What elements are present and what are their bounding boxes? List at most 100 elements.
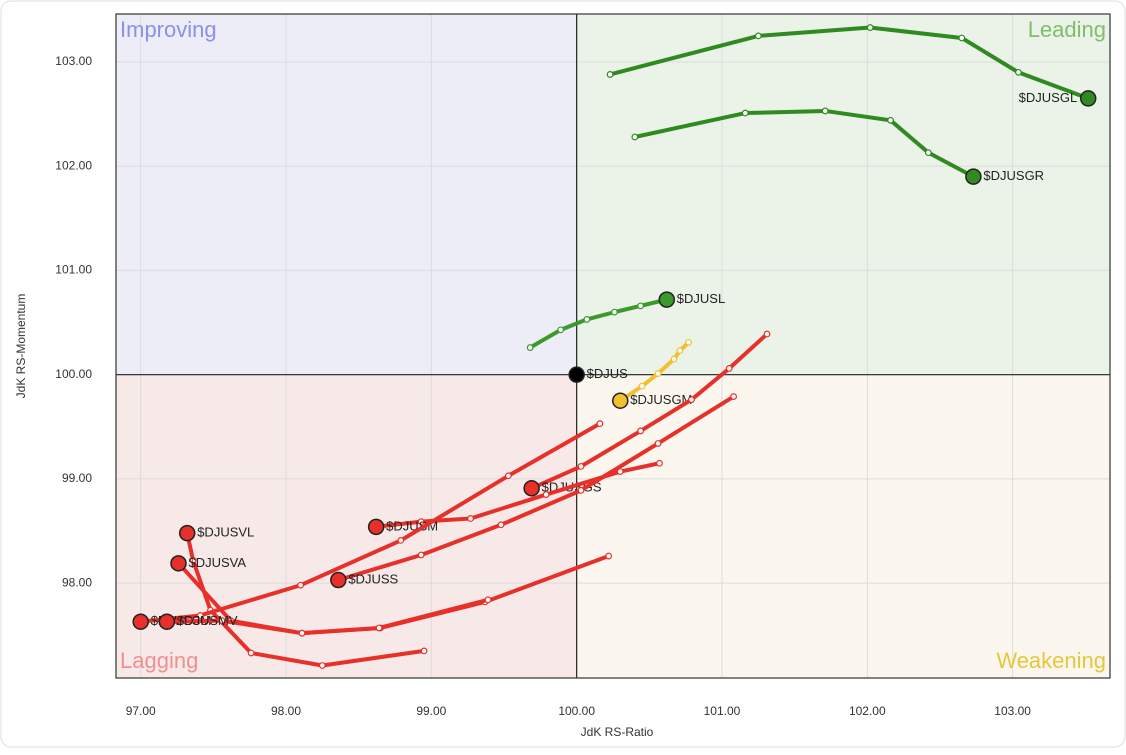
- head-point: [178, 524, 196, 542]
- series-label: $DJUSM: [386, 518, 438, 533]
- tail-point: [637, 302, 645, 310]
- head-point: [965, 168, 982, 185]
- series-label: $DJUSL: [677, 291, 725, 306]
- quadrant-label: Lagging: [120, 648, 198, 673]
- head-point: [158, 613, 176, 630]
- y-tick-label: 98.00: [62, 575, 92, 589]
- tail-point: [375, 624, 383, 632]
- x-tick-label: 103.00: [994, 704, 1031, 718]
- y-tick-label: 101.00: [55, 263, 92, 277]
- tail-point: [611, 308, 618, 316]
- tail-point: [218, 617, 226, 625]
- series-label: $DJUS: [587, 366, 629, 381]
- tail-point: [298, 629, 306, 637]
- tail-point: [676, 347, 684, 355]
- tail-line: [374, 461, 662, 529]
- tail-point: [654, 440, 662, 447]
- quadrant-label: Leading: [1028, 17, 1106, 42]
- quadrant-label: Improving: [120, 17, 217, 42]
- y-tick-label: 100.00: [55, 367, 92, 381]
- tail-point: [526, 344, 534, 351]
- x-tick-label: 101.00: [704, 704, 741, 718]
- tail-point: [958, 34, 966, 42]
- tail-point: [754, 32, 762, 40]
- tail-point: [730, 393, 738, 400]
- tail-line: [336, 394, 736, 583]
- series-label: $DJUSS: [348, 571, 398, 586]
- tail-point: [605, 552, 613, 560]
- tail-point: [887, 116, 894, 124]
- plot-frame: [115, 13, 1111, 679]
- tail-line: [138, 421, 602, 624]
- tail-point: [420, 647, 428, 655]
- tail-line: [608, 25, 1091, 101]
- series-label: $DJUSVA: [188, 555, 246, 570]
- head-point: [612, 392, 629, 409]
- x-tick-label: 99.00: [416, 704, 446, 718]
- tail-point: [577, 462, 585, 470]
- head-point: [330, 571, 347, 589]
- tail-point: [725, 365, 733, 372]
- head-point: [132, 613, 149, 630]
- tail-line: [528, 297, 669, 350]
- tail-point: [297, 581, 304, 589]
- series-label: $DJUSGM: [630, 392, 692, 407]
- quadrant: [576, 14, 1110, 375]
- tail-point: [583, 316, 591, 323]
- tail-point: [688, 396, 695, 404]
- tail-point: [596, 420, 604, 428]
- tail-point: [484, 596, 492, 604]
- head-point: [367, 518, 385, 536]
- quadrant: [576, 374, 1110, 678]
- x-tick-label: 97.00: [126, 704, 156, 718]
- tail-point: [1015, 68, 1022, 76]
- tail-point: [196, 612, 204, 619]
- tail-point: [656, 459, 663, 467]
- y-tick-label: 103.00: [55, 54, 92, 68]
- head-point: [658, 291, 676, 308]
- tail-line: [632, 108, 976, 179]
- tail-point: [318, 662, 326, 669]
- x-tick-label: 98.00: [271, 704, 301, 718]
- tail-point: [741, 109, 749, 117]
- tail-point: [654, 370, 662, 378]
- tail-point: [763, 330, 771, 338]
- tail-point: [497, 521, 505, 529]
- y-tick-label: 99.00: [62, 471, 92, 485]
- tail-point: [189, 556, 197, 564]
- tail-point: [247, 649, 255, 657]
- tail-point: [924, 149, 932, 157]
- x-axis-label: JdK RS-Ratio: [581, 725, 654, 739]
- x-tick-label: 100.00: [558, 704, 595, 718]
- tail-point: [821, 107, 829, 115]
- tail-point: [557, 326, 565, 334]
- tail-point: [866, 24, 874, 31]
- tail-point: [397, 537, 405, 544]
- tail-point: [467, 515, 474, 522]
- tail-point: [417, 518, 425, 526]
- head-point: [568, 366, 585, 383]
- tail-point: [685, 338, 692, 346]
- head-point: [523, 480, 540, 497]
- tail-point: [504, 472, 512, 480]
- tail-point: [606, 71, 614, 78]
- series-label: $DJUSVL: [197, 525, 254, 540]
- head-point: [1079, 90, 1097, 107]
- quadrant: [116, 14, 577, 375]
- series-label: $DJUSGL: [1019, 90, 1078, 105]
- tail-point: [417, 551, 425, 559]
- head-point: [170, 555, 187, 572]
- tail-point: [638, 382, 646, 390]
- quadrant-label: Weakening: [996, 648, 1106, 673]
- series-label: $DJUSMV: [177, 613, 238, 628]
- x-tick-label: 102.00: [849, 704, 886, 718]
- tail-line: [185, 531, 427, 668]
- tail-point: [637, 427, 645, 435]
- y-axis-label: JdK RS-Momentum: [14, 294, 28, 399]
- tail-line: [529, 332, 770, 491]
- tail-point: [577, 486, 585, 494]
- y-tick-label: 102.00: [55, 158, 92, 172]
- tail-point: [542, 491, 550, 498]
